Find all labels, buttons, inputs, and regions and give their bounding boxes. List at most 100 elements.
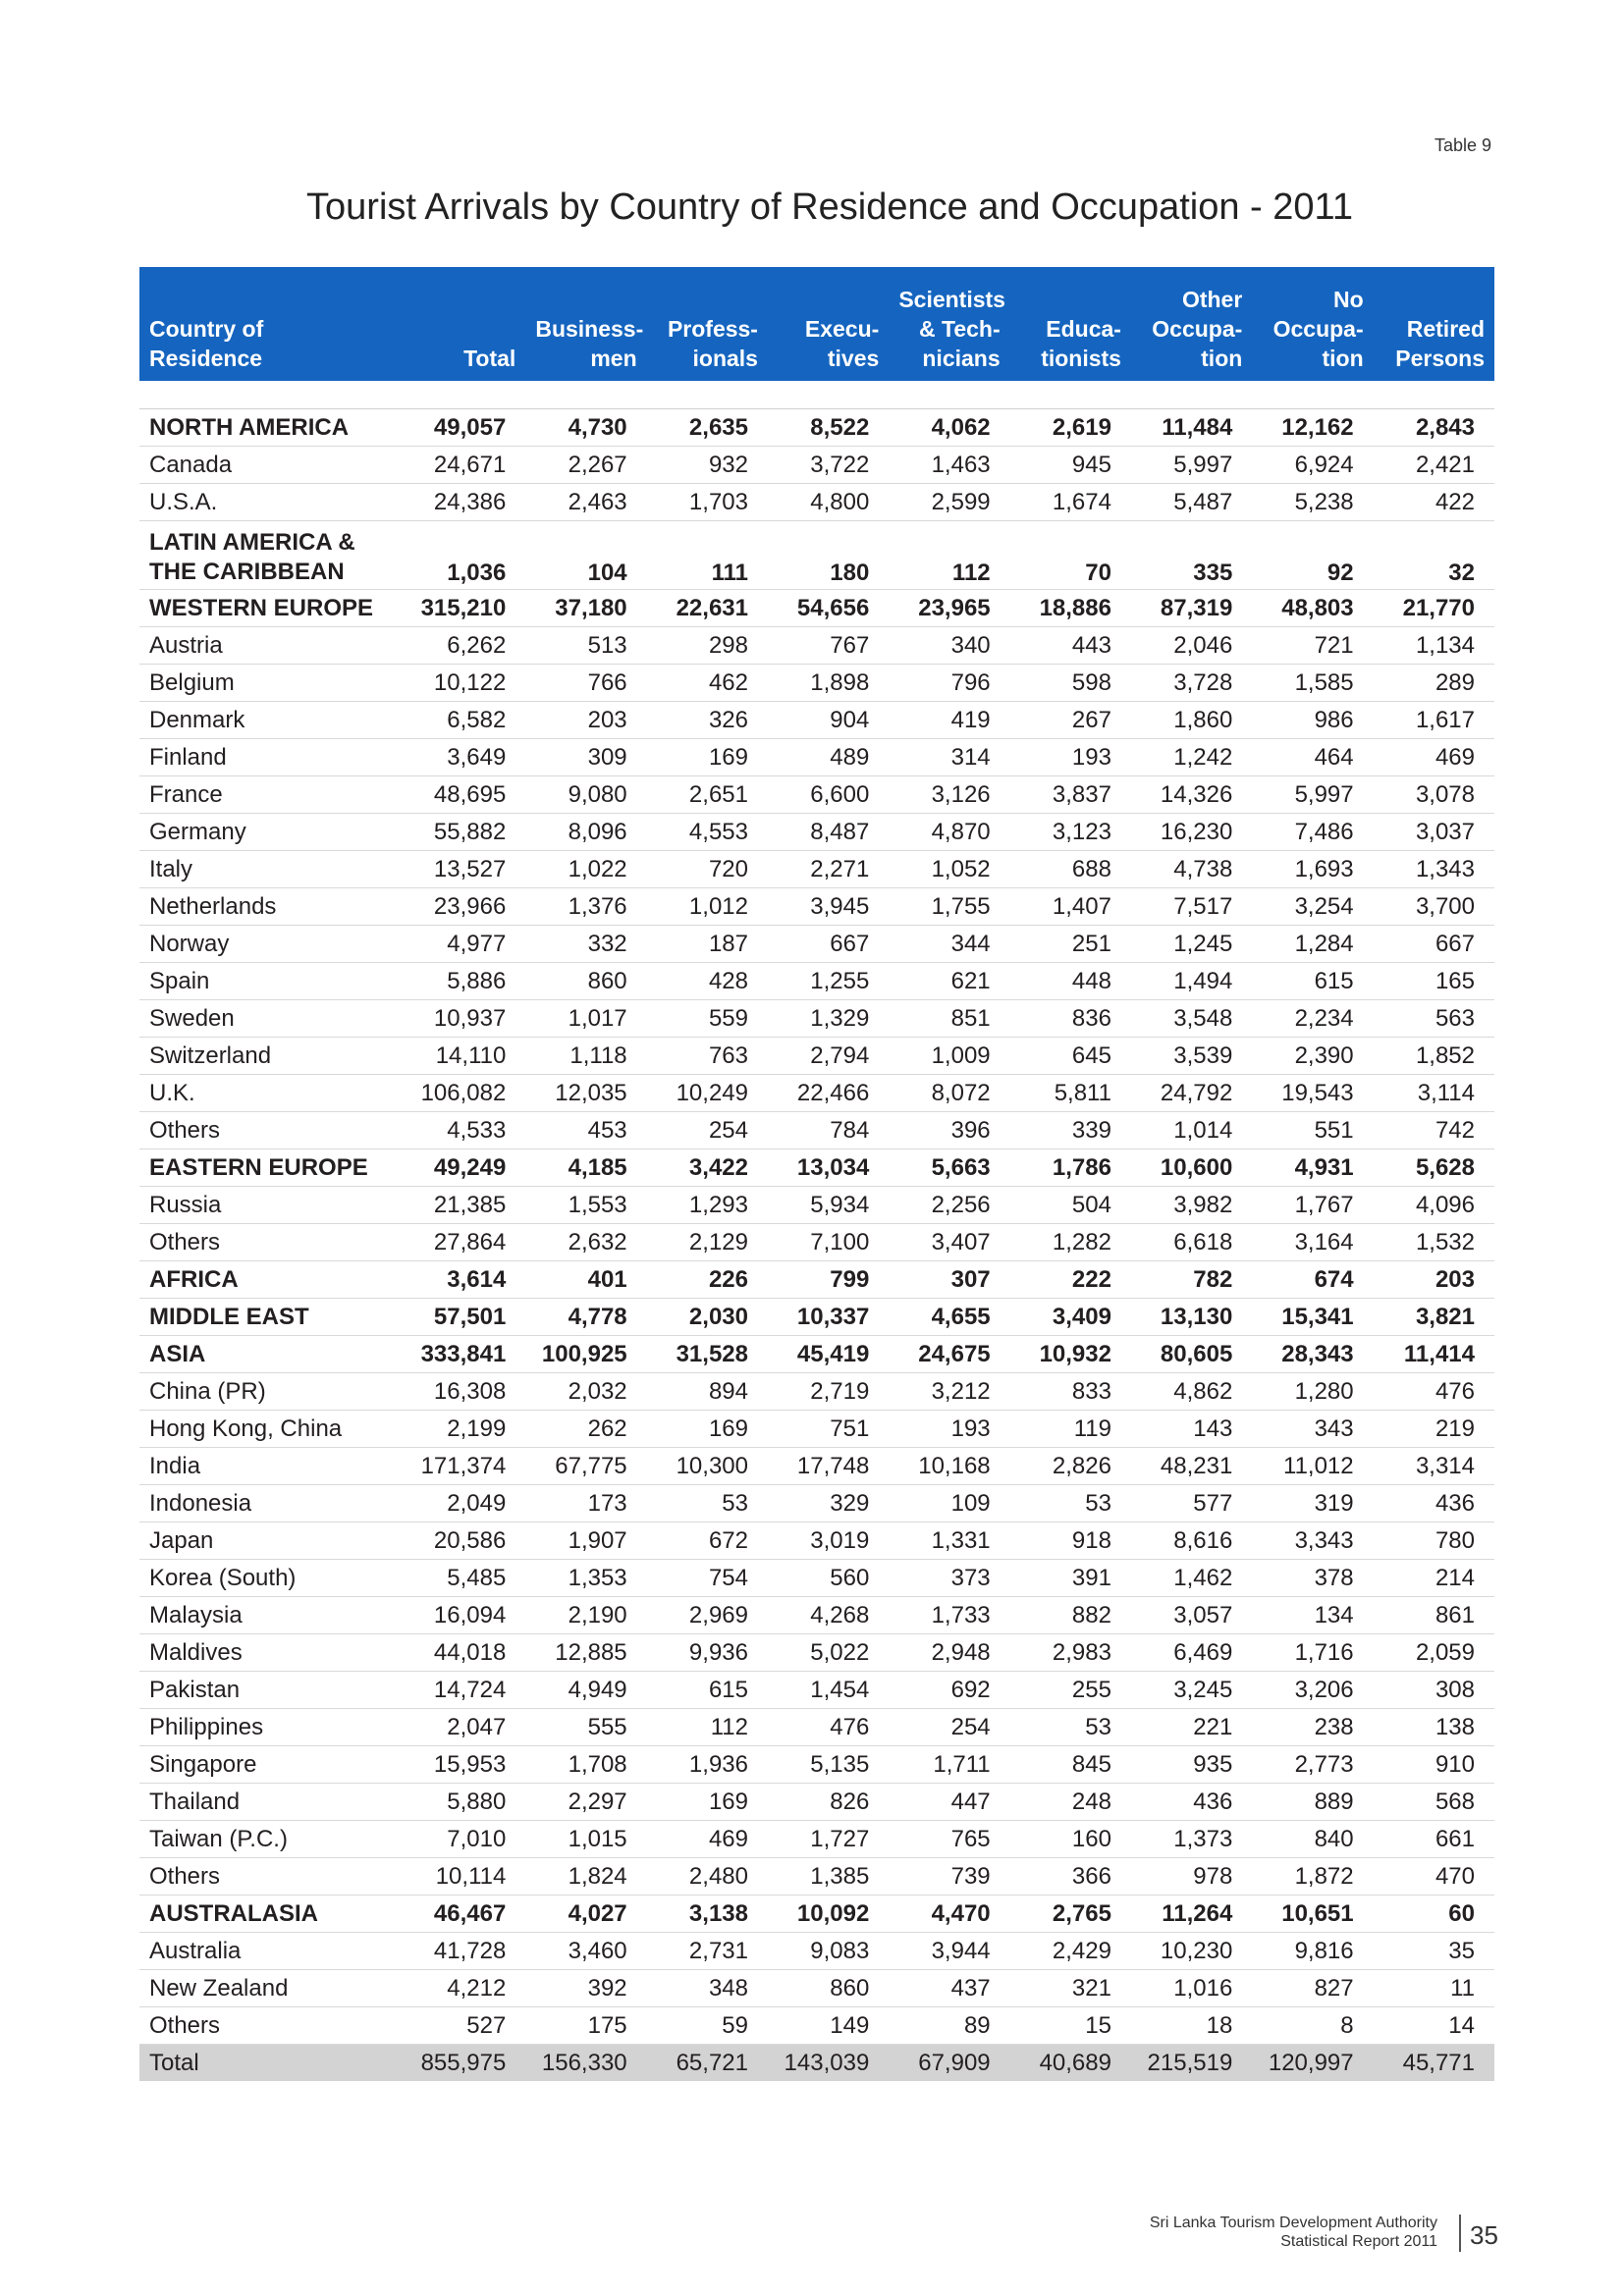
value-cell: 17,748 bbox=[767, 1447, 890, 1485]
value-cell: 57,501 bbox=[405, 1298, 526, 1336]
value-cell: 1,118 bbox=[525, 1037, 647, 1075]
value-cell: 28,343 bbox=[1252, 1335, 1374, 1373]
region-row: AUSTRALASIA 46,467 4,027 3,138 10,092 4,470 2,… bbox=[139, 1895, 1494, 1933]
country-name-cell: U.K. bbox=[139, 1074, 405, 1112]
value-cell: 860 bbox=[525, 962, 647, 1000]
country-name-cell: AFRICA bbox=[139, 1260, 405, 1299]
value-cell: 833 bbox=[1009, 1372, 1131, 1411]
value-cell: 1,242 bbox=[1130, 738, 1253, 776]
value-cell: 315,210 bbox=[405, 589, 526, 627]
column-header-line: Persons bbox=[1395, 346, 1485, 371]
value-cell: 3,126 bbox=[889, 775, 1010, 814]
value-cell: 307 bbox=[889, 1260, 1010, 1299]
value-cell: 251 bbox=[1009, 925, 1131, 963]
region-row: MIDDLE EAST 57,501 4,778 2,030 10,337 4,655 3,… bbox=[139, 1298, 1494, 1336]
value-cell: 55,882 bbox=[405, 813, 526, 851]
value-cell: 3,982 bbox=[1130, 1186, 1253, 1224]
value-cell: 672 bbox=[646, 1522, 768, 1560]
country-name-cell: Finland bbox=[139, 738, 405, 776]
column-header: Scientists & Tech-nicians bbox=[889, 267, 1009, 381]
value-cell: 53 bbox=[1009, 1708, 1131, 1746]
value-cell: 14,326 bbox=[1130, 775, 1253, 814]
value-cell: 621 bbox=[889, 962, 1010, 1000]
column-header-line: nicians bbox=[922, 346, 1001, 371]
value-cell: 661 bbox=[1373, 1820, 1494, 1858]
value-cell: 80,605 bbox=[1130, 1335, 1253, 1373]
value-cell: 894 bbox=[646, 1372, 768, 1411]
value-cell: 577 bbox=[1130, 1484, 1253, 1522]
value-cell: 2,129 bbox=[646, 1223, 768, 1261]
value-cell: 9,083 bbox=[767, 1932, 890, 1970]
value-cell: 1,255 bbox=[767, 962, 890, 1000]
value-cell: 21,770 bbox=[1373, 589, 1494, 627]
value-cell: 754 bbox=[646, 1559, 768, 1597]
value-cell: 1,454 bbox=[767, 1671, 890, 1709]
value-cell: 2,969 bbox=[646, 1596, 768, 1634]
value-cell: 2,190 bbox=[525, 1596, 647, 1634]
region-row: NORTH AMERICA 49,057 4,730 2,635 8,522 4,062 2… bbox=[139, 408, 1494, 447]
value-cell: 443 bbox=[1009, 626, 1131, 665]
value-cell: 5,663 bbox=[889, 1148, 1010, 1187]
table-row: Austria 6,262 513 298 767 340 443 2,046 721 1,134 bbox=[139, 626, 1494, 665]
value-cell: 2,199 bbox=[405, 1410, 526, 1448]
value-cell: 2,719 bbox=[767, 1372, 890, 1411]
value-cell: 692 bbox=[889, 1671, 1010, 1709]
value-cell: 1,703 bbox=[646, 483, 768, 521]
column-header-line: Other bbox=[1181, 287, 1243, 312]
value-cell: 10,092 bbox=[767, 1895, 890, 1933]
column-header-line: tion bbox=[1201, 346, 1243, 371]
value-cell: 333,841 bbox=[405, 1335, 526, 1373]
country-name-cell: New Zealand bbox=[139, 1969, 405, 2007]
table-row: Malaysia 16,094 2,190 2,969 4,268 1,733 882 3,0… bbox=[139, 1596, 1494, 1634]
country-name-cell: Korea (South) bbox=[139, 1559, 405, 1597]
value-cell: 8,487 bbox=[767, 813, 890, 851]
value-cell: 3,245 bbox=[1130, 1671, 1253, 1709]
value-cell: 2,049 bbox=[405, 1484, 526, 1522]
column-header: Other Occupa-tion bbox=[1131, 267, 1252, 381]
value-cell: 2,059 bbox=[1373, 1633, 1494, 1672]
value-cell: 8,096 bbox=[525, 813, 647, 851]
value-cell: 470 bbox=[1373, 1857, 1494, 1896]
value-cell: 5,238 bbox=[1252, 483, 1374, 521]
value-cell: 7,010 bbox=[405, 1820, 526, 1858]
value-cell: 422 bbox=[1373, 483, 1494, 521]
value-cell: 504 bbox=[1009, 1186, 1131, 1224]
value-cell: 1,532 bbox=[1373, 1223, 1494, 1261]
value-cell: 447 bbox=[889, 1783, 1010, 1821]
value-cell: 165 bbox=[1373, 962, 1494, 1000]
value-cell: 476 bbox=[767, 1708, 890, 1746]
value-cell: 87,319 bbox=[1130, 589, 1253, 627]
value-cell: 27,864 bbox=[405, 1223, 526, 1261]
value-cell: 1,385 bbox=[767, 1857, 890, 1896]
value-cell: 41,728 bbox=[405, 1932, 526, 1970]
table-row: New Zealand 4,212 392 348 860 437 321 1,016 827 1… bbox=[139, 1969, 1494, 2007]
value-cell: 160 bbox=[1009, 1820, 1131, 1858]
value-cell: 10,249 bbox=[646, 1074, 768, 1112]
country-name-cell: WESTERN EUROPE bbox=[139, 589, 405, 627]
value-cell: 1,727 bbox=[767, 1820, 890, 1858]
value-cell: 6,262 bbox=[405, 626, 526, 665]
value-cell: 15,953 bbox=[405, 1745, 526, 1784]
table-number: Table 9 bbox=[1434, 135, 1491, 155]
table-row: Sweden 10,937 1,017 559 1,329 851 836 3,548 2,23… bbox=[139, 999, 1494, 1038]
value-cell: 1,134 bbox=[1373, 626, 1494, 665]
value-cell: 555 bbox=[525, 1708, 647, 1746]
value-cell: 918 bbox=[1009, 1522, 1131, 1560]
country-name-cell: Maldives bbox=[139, 1633, 405, 1672]
country-name-cell: Canada bbox=[139, 446, 405, 484]
country-name-cell: Japan bbox=[139, 1522, 405, 1560]
value-cell: 53 bbox=[1009, 1484, 1131, 1522]
value-cell: 4,027 bbox=[525, 1895, 647, 1933]
value-cell: 49,057 bbox=[405, 408, 526, 447]
value-cell: 4,470 bbox=[889, 1895, 1010, 1933]
value-cell: 11,012 bbox=[1252, 1447, 1374, 1485]
country-name-cell: Switzerland bbox=[139, 1037, 405, 1075]
value-cell: 193 bbox=[1009, 738, 1131, 776]
value-cell: 10,600 bbox=[1130, 1148, 1253, 1187]
footer-report: Statistical Report 2011 bbox=[1280, 2233, 1437, 2250]
region-row: LATIN AMERICA & THE CARIBBEAN 1,036 104 111 1… bbox=[139, 520, 1494, 590]
value-cell: 37,180 bbox=[525, 589, 647, 627]
value-cell: 645 bbox=[1009, 1037, 1131, 1075]
table-row: Russia 21,385 1,553 1,293 5,934 2,256 504 3,982… bbox=[139, 1186, 1494, 1224]
value-cell: 112 bbox=[889, 520, 1010, 590]
